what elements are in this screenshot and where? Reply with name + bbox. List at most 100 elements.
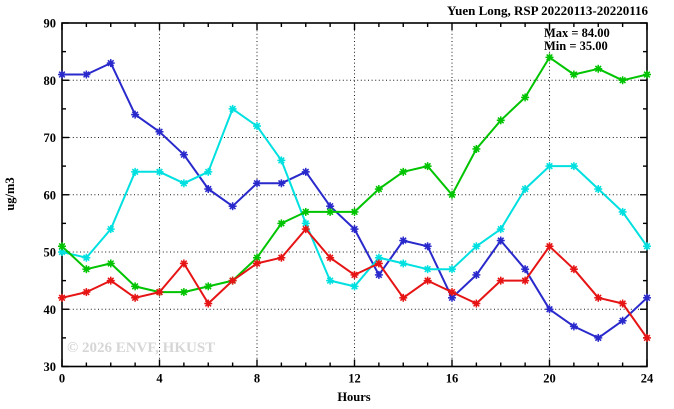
series-cyan-marker-arm <box>156 168 163 176</box>
series-red-marker <box>58 293 66 302</box>
series-green-marker <box>82 265 91 274</box>
series-green-marker-arm <box>643 71 651 78</box>
series-blue-marker <box>228 202 237 211</box>
watermark: © 2026 ENVF, HKUST <box>67 340 215 356</box>
series-red-marker <box>253 259 261 268</box>
series-red-marker <box>326 253 335 262</box>
series-red-marker <box>423 276 432 285</box>
series-blue-marker-arm <box>448 294 456 302</box>
series-red-marker-arm <box>326 254 334 262</box>
x-tick-label: 0 <box>59 372 65 386</box>
series-blue-marker <box>545 305 554 314</box>
series-red-marker <box>569 265 578 274</box>
series-blue-marker <box>155 127 164 136</box>
series-green-marker-arm <box>58 242 66 250</box>
series-cyan-marker <box>374 253 383 262</box>
x-tick-label: 8 <box>254 372 260 386</box>
series-green-marker-arm <box>326 208 334 216</box>
series-red-marker <box>374 259 383 268</box>
series-red-marker-arm <box>302 225 310 233</box>
series-cyan-marker-arm <box>643 242 651 250</box>
series-green-marker <box>58 242 66 251</box>
series-cyan-marker <box>106 225 115 234</box>
series-red-marker-arm <box>131 294 139 302</box>
series-green-marker <box>594 64 603 73</box>
series-green-marker <box>106 259 115 268</box>
axis-layer: 0 4 8 12 16 20 24 30 40 50 60 70 80 90 <box>44 17 655 386</box>
series-red-marker-arm <box>204 300 212 307</box>
series-cyan-marker-arm <box>58 248 66 256</box>
series-cyan-marker-arm <box>448 265 456 273</box>
series-blue-marker <box>326 202 335 211</box>
series-layer <box>58 53 651 342</box>
series-blue-marker <box>496 236 505 245</box>
series-blue-marker-arm <box>204 185 212 193</box>
series-cyan-marker-arm <box>107 225 115 233</box>
series-blue-marker <box>472 270 481 279</box>
series-red-marker-arm <box>83 288 90 296</box>
series-cyan-marker-arm <box>180 179 188 187</box>
series-green-marker <box>569 70 578 79</box>
series-red-marker <box>496 276 505 285</box>
series-blue-marker <box>618 316 627 325</box>
series-blue-marker <box>350 225 359 234</box>
series-cyan-marker <box>448 265 456 274</box>
series-cyan-marker <box>179 179 188 188</box>
series-blue-marker <box>521 265 530 274</box>
series-red-marker-arm <box>594 294 602 302</box>
series-green-marker-arm <box>351 208 358 216</box>
series-cyan-marker <box>618 207 627 216</box>
series-blue-marker <box>594 333 603 342</box>
series-green-marker-arm <box>399 168 407 176</box>
series-red-marker-arm <box>570 265 578 273</box>
series-blue-marker <box>399 236 408 245</box>
x-tick-label: 4 <box>156 372 163 386</box>
series-blue-marker-arm <box>594 334 602 342</box>
series-red-marker-arm <box>473 300 480 307</box>
series-red-marker-arm <box>156 288 163 296</box>
series-blue-marker <box>179 150 188 159</box>
series-blue-marker-arm <box>619 317 626 325</box>
series-red-marker-arm <box>497 277 505 284</box>
series-green-marker <box>277 219 286 228</box>
series-blue-marker <box>277 179 286 188</box>
stat-min: Min = 35.00 <box>544 39 608 53</box>
x-tick-label: 20 <box>543 372 556 386</box>
series-green-marker-arm <box>497 116 505 124</box>
series-green-marker <box>399 167 408 176</box>
series-cyan-marker-arm <box>83 254 90 262</box>
series-green-marker <box>179 288 188 297</box>
series-blue-marker-arm <box>546 305 553 313</box>
series-green-marker-arm <box>302 208 310 216</box>
series-blue-marker-arm <box>156 128 163 136</box>
series-red-marker <box>179 259 188 268</box>
series-blue-marker-arm <box>326 202 334 210</box>
series-cyan-marker <box>155 167 164 176</box>
series-green-marker-arm <box>448 191 456 199</box>
series-cyan-marker <box>228 104 237 113</box>
series-blue-marker-arm <box>58 71 66 78</box>
series-blue-marker-arm <box>473 271 480 279</box>
series-cyan-marker-arm <box>399 260 407 267</box>
series-cyan-marker-arm <box>229 105 236 113</box>
series-red-marker-arm <box>180 260 188 267</box>
series-cyan-marker-arm <box>619 208 626 216</box>
series-cyan-marker <box>350 282 359 291</box>
series-blue-marker-arm <box>375 271 383 279</box>
series-green-marker-arm <box>594 65 602 73</box>
grid-layer <box>62 23 647 367</box>
series-blue-marker-arm <box>302 168 310 176</box>
series-red-marker-arm <box>58 294 66 302</box>
stat-max: Max = 84.00 <box>544 26 610 40</box>
series-cyan-marker-arm <box>351 282 358 290</box>
series-cyan-marker <box>277 156 286 165</box>
series-cyan-marker <box>326 276 335 285</box>
series-blue-marker <box>374 270 383 279</box>
series-red-marker-arm <box>107 277 115 284</box>
series-red-marker <box>399 293 408 302</box>
series-red-marker <box>301 225 310 234</box>
y-tick-label: 40 <box>44 303 57 317</box>
series-red-marker-arm <box>448 288 456 296</box>
